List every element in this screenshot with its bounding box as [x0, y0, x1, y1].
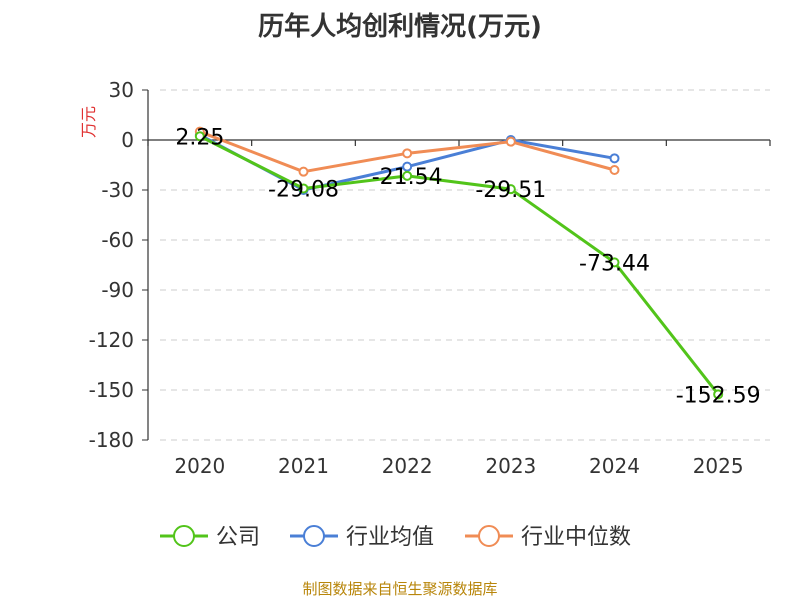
data-label: 2.25: [175, 125, 224, 150]
data-label: -21.54: [372, 165, 443, 190]
data-point: [298, 166, 309, 177]
legend-label: 行业均值: [346, 525, 434, 550]
x-tick-label: 2020: [174, 454, 225, 478]
data-point: [194, 131, 205, 142]
data-point: [609, 257, 620, 268]
y-tick-label: 0: [121, 128, 134, 152]
y-tick-label: -150: [89, 378, 134, 402]
series-line-0: [199, 134, 720, 396]
data-label: -29.08: [268, 177, 339, 202]
data-point: [402, 161, 413, 172]
data-point: [609, 153, 620, 164]
x-tick-label: 2025: [693, 454, 744, 478]
data-label: -152.59: [676, 383, 761, 408]
data-label: -73.44: [579, 251, 650, 276]
x-tick-label: 2021: [278, 454, 329, 478]
data-labels: 2.25 -29.08 -21.54 -29.51 -73.44 -152.59: [175, 125, 760, 408]
legend: 公司 行业均值 行业中位数: [160, 525, 631, 550]
legend-marker: [478, 525, 500, 547]
legend-marker: [173, 525, 195, 547]
y-tick-labels: 30 0 -30 -60 -90 -120 -150 -180: [89, 78, 134, 452]
axes: [147, 90, 771, 440]
legend-marker: [303, 525, 325, 547]
data-point: [402, 148, 413, 159]
x-tick-label: 2024: [589, 454, 640, 478]
y-tick-label: -30: [101, 178, 134, 202]
x-tick-label: 2022: [382, 454, 433, 478]
y-tick-label: -60: [101, 228, 134, 252]
data-point: [713, 389, 724, 400]
y-tick-label: -90: [101, 278, 134, 302]
legend-label: 公司: [216, 525, 260, 550]
y-tick-label: -180: [89, 428, 134, 452]
source-footer: 制图数据来自恒生聚源数据库: [302, 580, 498, 598]
data-point: [505, 184, 516, 195]
series-lines: [194, 126, 724, 400]
data-point: [505, 136, 516, 147]
data-point: [298, 183, 309, 194]
y-tick-label: 30: [109, 78, 134, 102]
data-label: -29.51: [475, 178, 546, 203]
grid-lines: [142, 89, 770, 441]
x-tick-labels: 2020 2021 2022 2023 2024 2025: [174, 454, 743, 478]
chart-title: 历年人均创利情况(万元): [258, 12, 542, 42]
x-tick-label: 2023: [485, 454, 536, 478]
y-axis-label: 万元: [79, 106, 98, 138]
legend-label: 行业中位数: [521, 525, 631, 550]
data-point: [402, 170, 413, 181]
data-point: [609, 165, 620, 175]
y-tick-label: -120: [89, 328, 134, 352]
